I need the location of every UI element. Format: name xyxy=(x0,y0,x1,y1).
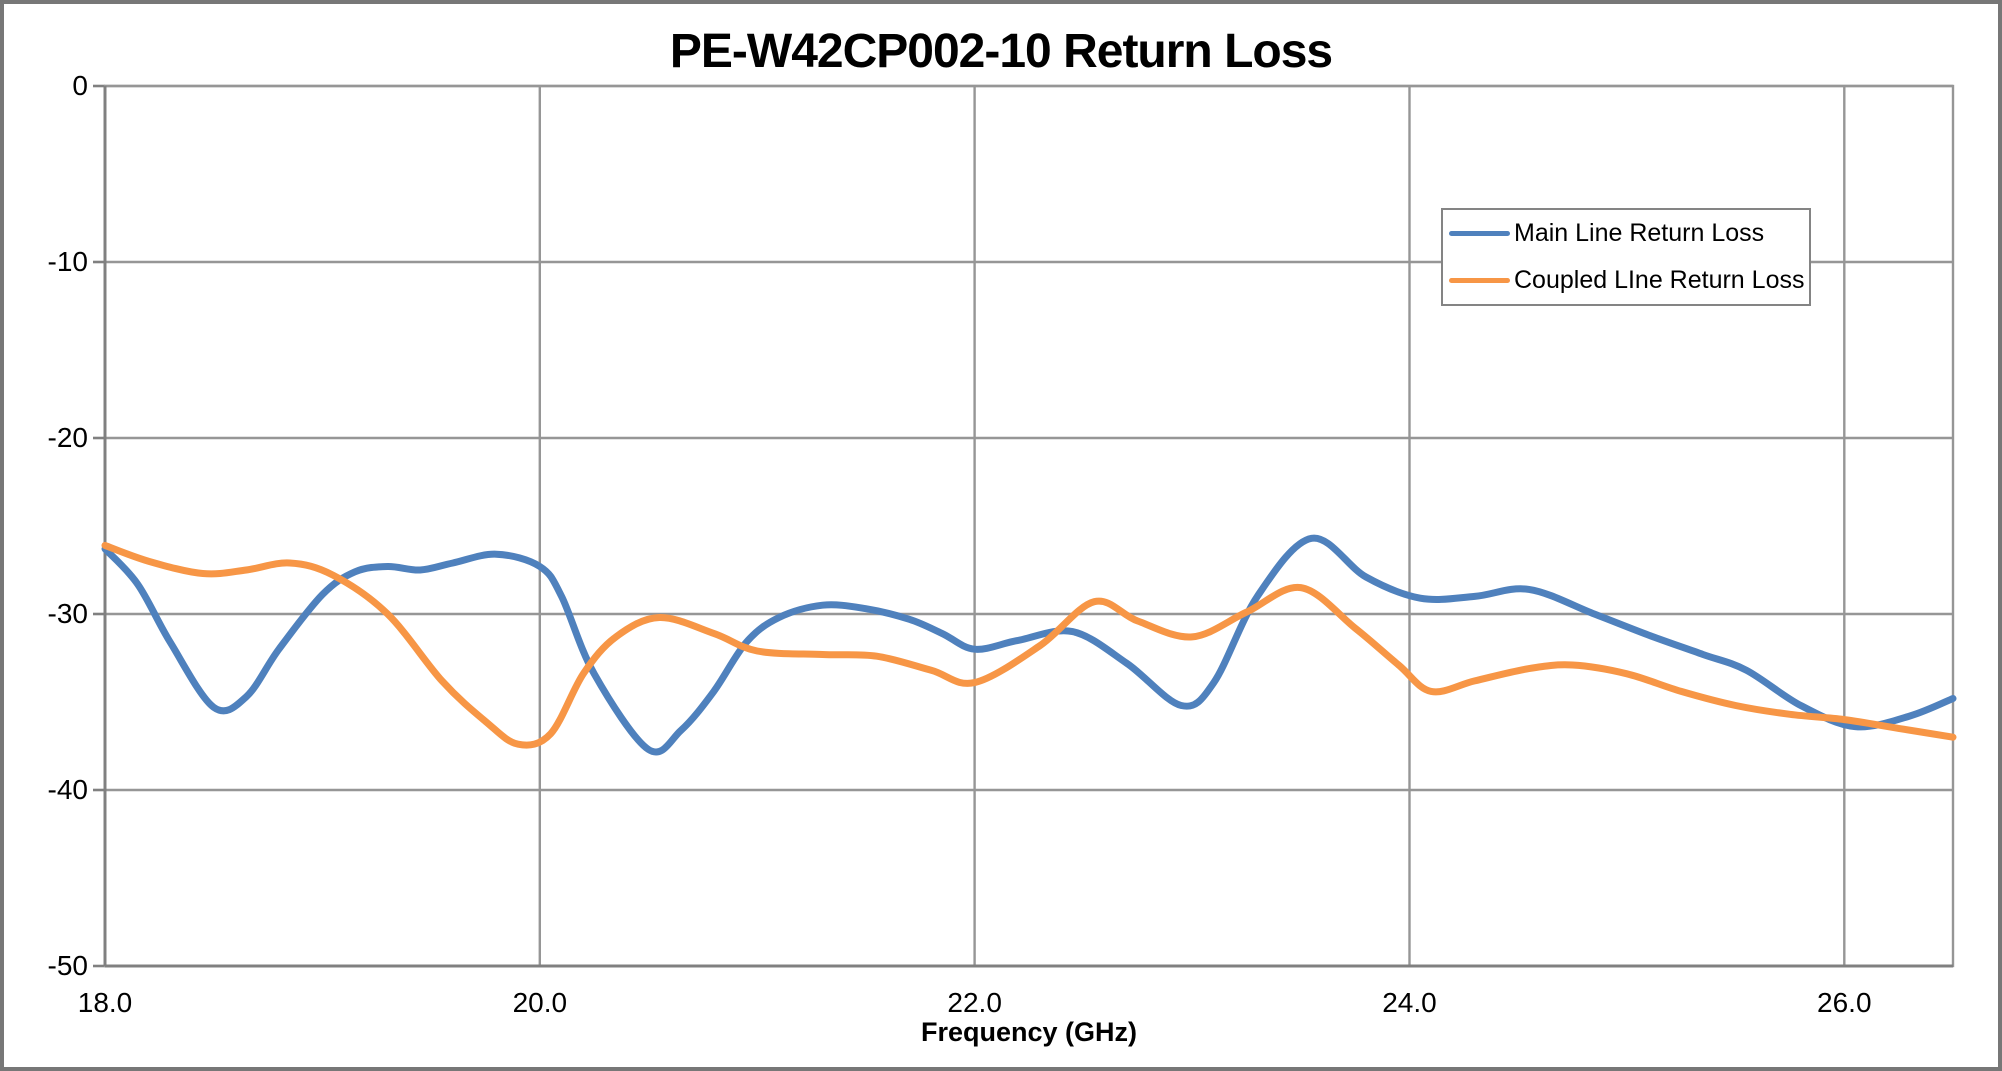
x-tick-label: 26.0 xyxy=(1817,987,1872,1018)
chart-title: PE-W42CP002-10 Return Loss xyxy=(669,25,1333,78)
legend: Main Line Return Loss Coupled LIne Retur… xyxy=(1441,208,1811,306)
x-tick-label: 24.0 xyxy=(1382,987,1437,1018)
legend-label-main-line: Main Line Return Loss xyxy=(1514,219,1765,247)
legend-line-sample-orange xyxy=(1449,278,1510,283)
y-tick-label: -50 xyxy=(47,950,88,981)
x-tick-label: 22.0 xyxy=(947,987,1002,1018)
legend-line-sample-blue xyxy=(1449,231,1510,236)
y-tick-label: -30 xyxy=(47,598,88,629)
legend-item-main-line: Main Line Return Loss xyxy=(1443,211,1809,257)
y-tick-label: 0 xyxy=(72,70,88,101)
y-tick-label: -10 xyxy=(47,246,88,277)
y-tick-label: -40 xyxy=(47,774,88,805)
y-tick-label: -20 xyxy=(47,422,88,453)
x-tick-label: 18.0 xyxy=(77,987,133,1018)
legend-label-coupled-line: Coupled LIne Return Loss xyxy=(1514,266,1805,294)
x-tick-label: 20.0 xyxy=(512,987,568,1018)
legend-item-coupled-line: Coupled LIne Return Loss xyxy=(1443,258,1809,304)
x-axis-title: Frequency (GHz) xyxy=(920,1017,1138,1047)
